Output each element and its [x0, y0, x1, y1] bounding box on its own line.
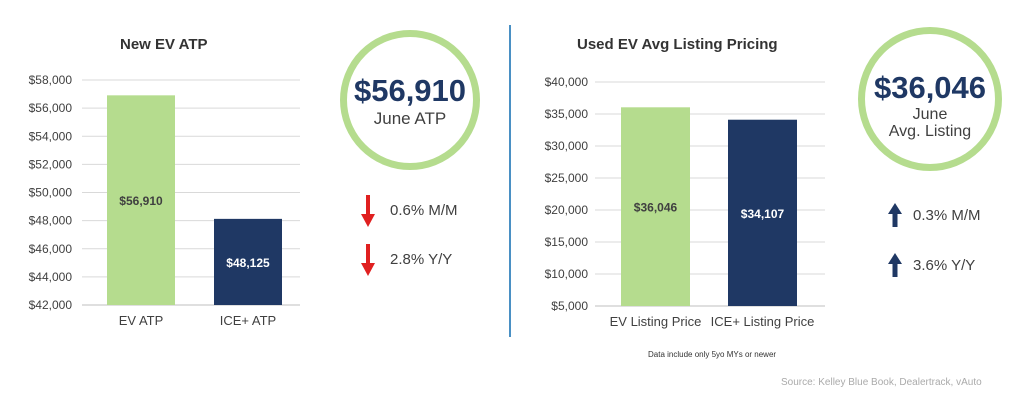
- x-category-label: EV ATP: [119, 313, 164, 328]
- bar-data-label: $56,910: [119, 194, 163, 208]
- right-circle-label-line2: Avg. Listing: [888, 123, 972, 140]
- x-category-label: ICE+ Listing Price: [711, 314, 815, 329]
- panel-divider: [509, 25, 511, 337]
- y-tick-label: $58,000: [29, 73, 73, 87]
- y-tick-label: $42,000: [29, 298, 73, 312]
- y-tick-label: $52,000: [29, 157, 73, 171]
- right-stat-yy: 3.6% Y/Y: [913, 257, 976, 274]
- arrow-up-icon: [888, 203, 902, 227]
- y-tick-label: $25,000: [545, 171, 589, 185]
- y-tick-label: $35,000: [545, 107, 589, 121]
- y-tick-label: $50,000: [29, 186, 73, 200]
- bar: [107, 95, 175, 305]
- right-circle-label-line1: June: [912, 106, 948, 123]
- y-tick-label: $5,000: [551, 299, 588, 313]
- y-tick-label: $48,000: [29, 214, 73, 228]
- source-credit: Source: Kelley Blue Book, Dealertrack, v…: [781, 377, 982, 388]
- arrow-down-icon: [361, 195, 375, 227]
- left-highlight-circle: $56,910 June ATP: [340, 30, 480, 170]
- right-bar-chart: $5,000 $10,000 $15,000 $20,000 $25,000 $30,00…: [545, 75, 825, 329]
- data-footnote: Data include only 5yo MYs or newer: [648, 350, 777, 359]
- bar-data-label: $34,107: [741, 207, 785, 221]
- bar-data-label: $36,046: [634, 201, 678, 215]
- bar: [214, 218, 282, 305]
- right-stat-mm: 0.3% M/M: [913, 207, 981, 224]
- y-tick-label: $30,000: [545, 139, 589, 153]
- y-tick-label: $54,000: [29, 129, 73, 143]
- y-tick-label: $46,000: [29, 242, 73, 256]
- right-highlight-circle: $36,046 June Avg. Listing: [858, 27, 1002, 171]
- left-chart-title: New EV ATP: [120, 36, 208, 53]
- left-circle-label: June ATP: [373, 109, 447, 128]
- y-tick-label: $10,000: [545, 267, 589, 281]
- x-category-label: ICE+ ATP: [220, 313, 276, 328]
- right-circle-value: $36,046: [873, 70, 987, 105]
- y-tick-label: $56,000: [29, 101, 73, 115]
- arrow-down-icon: [361, 244, 375, 276]
- bar: [621, 107, 690, 306]
- bar: [728, 119, 797, 306]
- y-tick-label: $40,000: [545, 75, 589, 89]
- right-chart-title: Used EV Avg Listing Pricing: [577, 36, 778, 53]
- bar-data-label: $48,125: [226, 256, 270, 270]
- left-stat-mm: 0.6% M/M: [390, 202, 458, 219]
- arrow-up-icon: [888, 253, 902, 277]
- left-bar-chart: $42,000 $44,000 $46,000 $48,000 $50,000 $52,0…: [29, 73, 300, 328]
- y-tick-label: $15,000: [545, 235, 589, 249]
- y-tick-label: $20,000: [545, 203, 589, 217]
- left-stat-yy: 2.8% Y/Y: [390, 251, 453, 268]
- y-tick-label: $44,000: [29, 270, 73, 284]
- left-circle-value: $56,910: [353, 73, 467, 108]
- x-category-label: EV Listing Price: [610, 314, 702, 329]
